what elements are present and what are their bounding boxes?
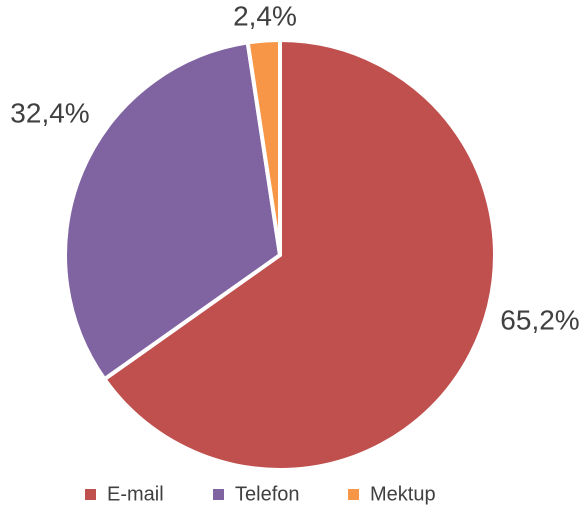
legend-label: E-mail: [107, 483, 164, 505]
data-label: 32,4%: [10, 97, 89, 128]
data-label: 65,2%: [500, 304, 579, 335]
data-label: 2,4%: [233, 0, 297, 31]
pie-slice: [102, 38, 497, 472]
legend-label: Mektup: [370, 483, 436, 505]
legend-swatch: [85, 489, 96, 500]
pie-slice: [245, 38, 282, 257]
legend-swatch: [213, 489, 224, 500]
legend-label: Telefon: [235, 483, 300, 505]
legend-swatch: [348, 489, 359, 500]
pie-slice: [63, 40, 282, 382]
